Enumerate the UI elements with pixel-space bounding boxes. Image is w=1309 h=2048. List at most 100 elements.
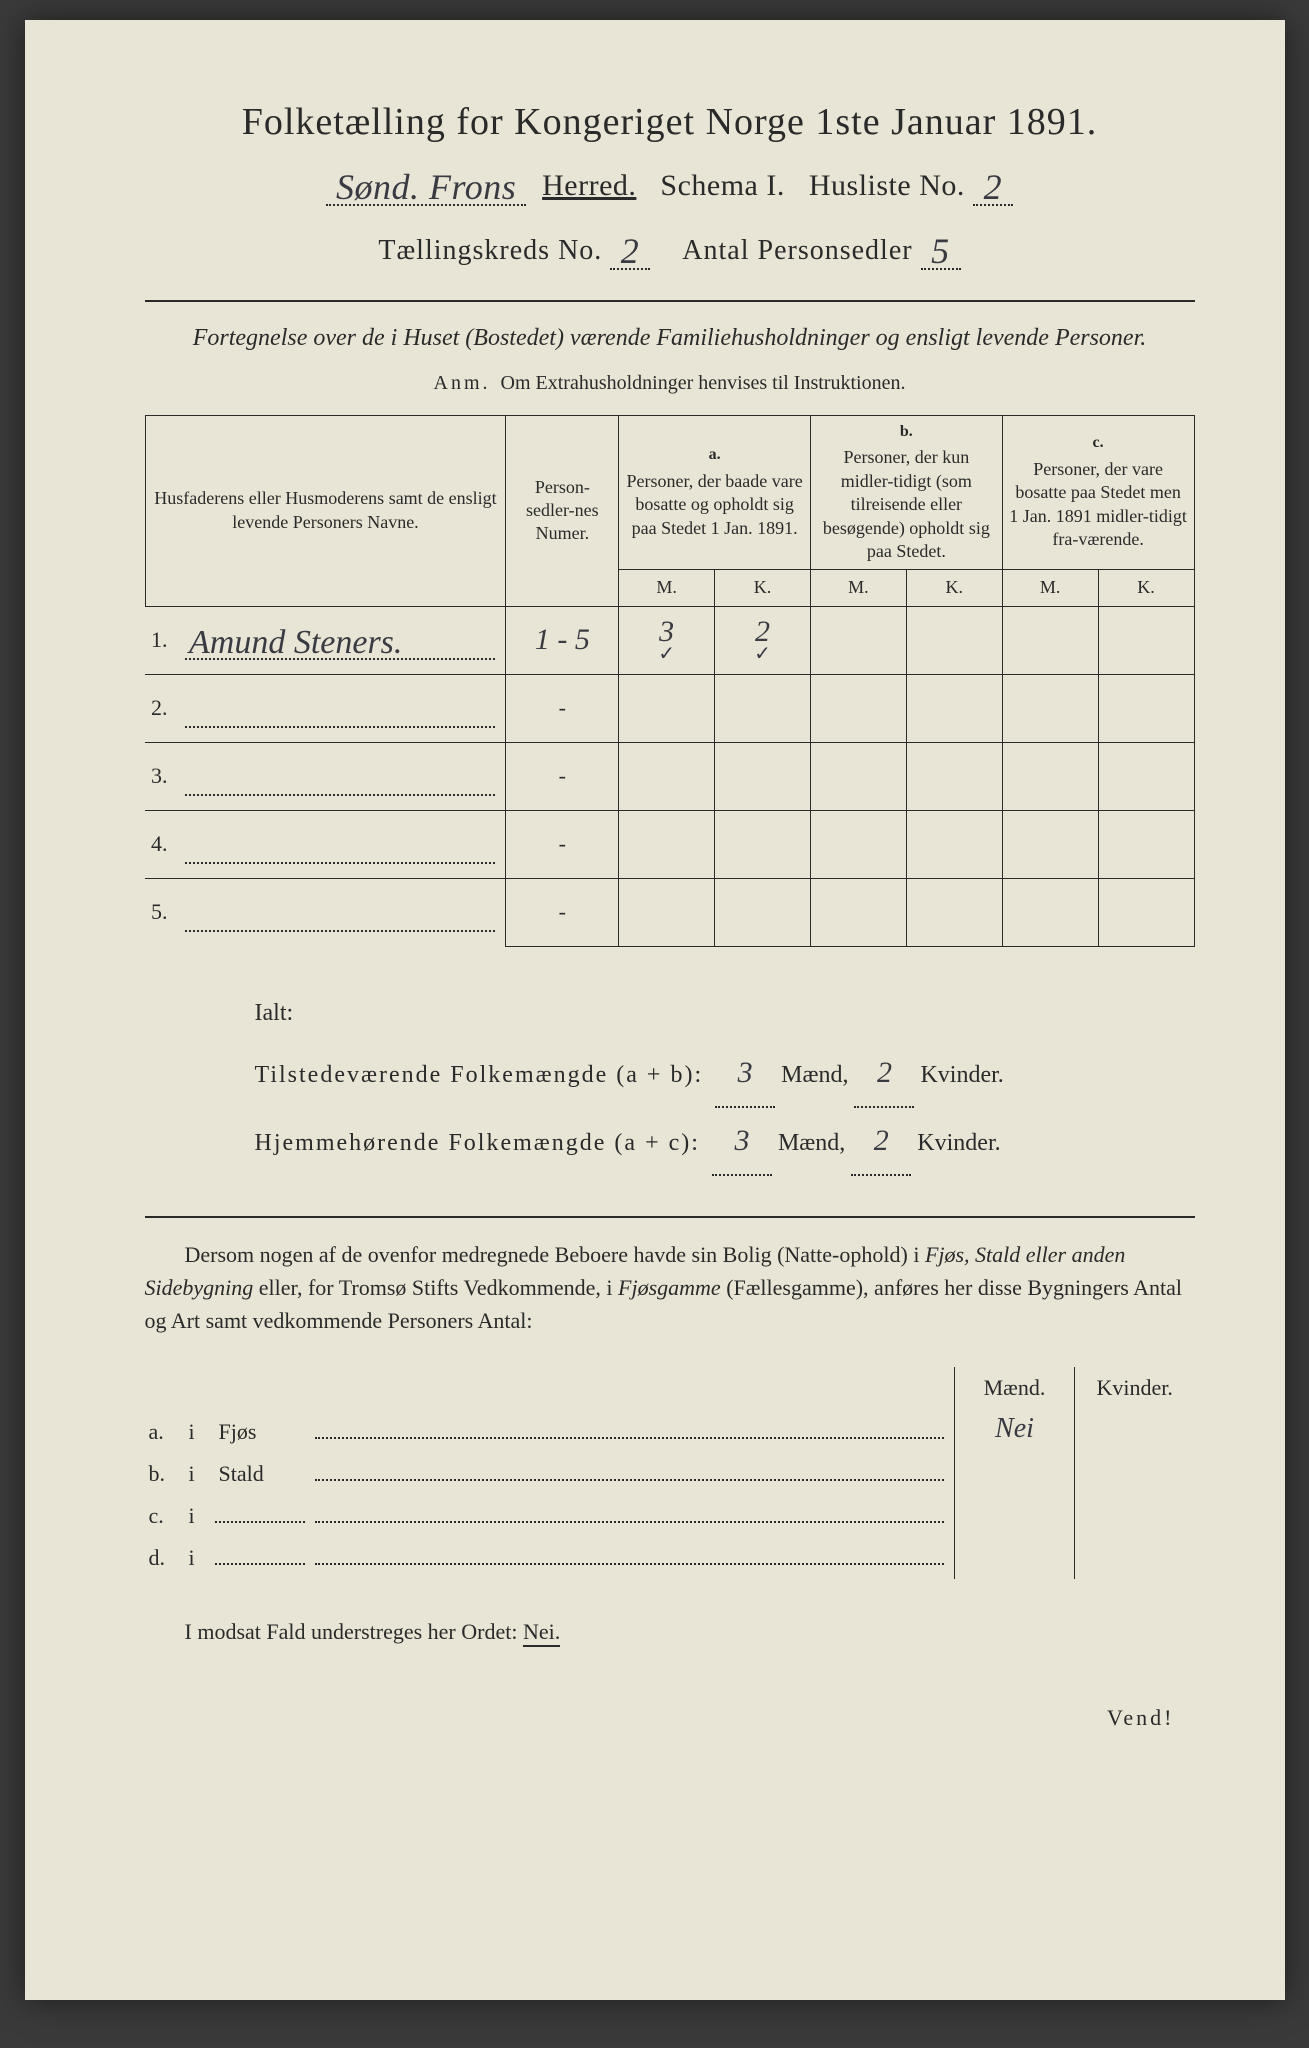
l2-m-field: 3 xyxy=(712,1108,772,1176)
antal-label: Antal Personsedler xyxy=(682,235,912,266)
husliste-no: 2 xyxy=(984,167,1003,207)
br-d-m xyxy=(955,1537,1075,1579)
antal-no-field: 5 xyxy=(921,226,961,270)
annotation-line: Anm. Om Extrahusholdninger henvises til … xyxy=(145,372,1195,395)
l2-k-field: 2 xyxy=(851,1108,911,1176)
br-a-m-hw: Nei xyxy=(995,1413,1034,1444)
bt-h-empty1 xyxy=(145,1367,185,1405)
herred-label: Herred. xyxy=(542,169,636,202)
row1-ck xyxy=(1098,606,1194,674)
br-b-label: b. xyxy=(145,1453,185,1495)
br-b-type: Stald xyxy=(215,1453,315,1495)
br-c-i: i xyxy=(185,1495,215,1537)
row5-ak xyxy=(715,878,811,946)
row4-bm xyxy=(810,810,906,878)
row1-cm xyxy=(1002,606,1098,674)
row5-bm xyxy=(810,878,906,946)
row3-bm xyxy=(810,742,906,810)
br-a-m: Nei xyxy=(955,1405,1075,1453)
building-row: b. i Stald xyxy=(145,1453,1195,1495)
col-b-header: b. Personer, der kun midler-tidigt (som … xyxy=(810,415,1002,570)
row5-name: 5. xyxy=(145,878,506,946)
row1-numer-hw: 1 - 5 xyxy=(535,623,590,656)
totals-line-1: Tilstedeværende Folkemængde (a + b): 3 M… xyxy=(255,1040,1195,1108)
col-c-header: c. Personer, der vare bosatte paa Stedet… xyxy=(1002,415,1194,570)
header-line-kreds: Tællingskreds No. 2 Antal Personsedler 5 xyxy=(145,226,1195,270)
row1-bk xyxy=(906,606,1002,674)
row2-numer-mark: - xyxy=(559,695,566,720)
col-c-text: Personer, der vare bosatte paa Stedet me… xyxy=(1009,459,1187,549)
schema-label: Schema I. xyxy=(660,169,784,202)
row5-ck xyxy=(1098,878,1194,946)
row5-cm xyxy=(1002,878,1098,946)
row5-num: 5. xyxy=(151,899,168,924)
row1-am: 3 ✓ xyxy=(619,606,715,674)
row4-bk xyxy=(906,810,1002,878)
row3-ak xyxy=(715,742,811,810)
row3-name: 3. xyxy=(145,742,506,810)
vend-label: Vend! xyxy=(145,1705,1195,1731)
l2-m-hw: 3 xyxy=(734,1124,749,1157)
husliste-no-field: 2 xyxy=(973,162,1013,206)
totals-line-2: Hjemmehørende Folkemængde (a + c): 3 Mæn… xyxy=(255,1108,1195,1176)
row4-name: 4. xyxy=(145,810,506,878)
anm-text: Om Extrahusholdninger henvises til Instr… xyxy=(501,372,906,394)
row5-bk xyxy=(906,878,1002,946)
bt-header-m: Mænd. xyxy=(955,1367,1075,1405)
tkreds-no: 2 xyxy=(621,231,640,271)
bt-h-empty4 xyxy=(315,1367,955,1405)
br-b-i: i xyxy=(185,1453,215,1495)
br-d-dots xyxy=(315,1537,955,1579)
row4-am xyxy=(619,810,715,878)
row1-num: 1. xyxy=(151,627,168,652)
buildings-section: Mænd. Kvinder. a. i Fjøs Nei b. i Stald … xyxy=(145,1367,1195,1579)
row3-bk xyxy=(906,742,1002,810)
br-c-m xyxy=(955,1495,1075,1537)
bt-h-empty3 xyxy=(215,1367,315,1405)
row1-name-hw: Amund Steners. xyxy=(189,624,402,662)
bt-h-empty2 xyxy=(185,1367,215,1405)
col-a-header: a. Personer, der baade vare bosatte og o… xyxy=(619,415,811,570)
br-d-k xyxy=(1075,1537,1195,1579)
maend-label-2: Mænd, xyxy=(778,1130,845,1156)
l1-m-field: 3 xyxy=(715,1040,775,1108)
row4-ck xyxy=(1098,810,1194,878)
row3-numer-mark: - xyxy=(559,763,566,788)
district-field: Sønd. Frons xyxy=(326,162,526,206)
row1-name: 1. Amund Steners. xyxy=(145,606,506,674)
building-row: a. i Fjøs Nei xyxy=(145,1405,1195,1453)
br-b-dots xyxy=(315,1453,955,1495)
br-a-type: Fjøs xyxy=(215,1405,315,1453)
col-name-header: Husfaderens eller Husmoderens samt de en… xyxy=(145,415,506,606)
row2-bm xyxy=(810,674,906,742)
bt-header-row: Mænd. Kvinder. xyxy=(145,1367,1195,1405)
col-b-m: M. xyxy=(810,570,906,606)
br-c-dots xyxy=(315,1495,955,1537)
maend-label-1: Mænd, xyxy=(781,1062,848,1088)
l1-k-field: 2 xyxy=(854,1040,914,1108)
row5-am xyxy=(619,878,715,946)
row3-am xyxy=(619,742,715,810)
ialt-label: Ialt: xyxy=(255,987,1195,1040)
row1-numer: 1 - 5 xyxy=(506,606,619,674)
row1-am-check: ✓ xyxy=(625,641,708,666)
col-a-text: Personer, der baade vare bosatte og opho… xyxy=(627,471,803,538)
form-subtitle: Fortegnelse over de i Huset (Bostedet) v… xyxy=(145,322,1195,356)
br-a-k xyxy=(1075,1405,1195,1453)
divider-1 xyxy=(145,300,1195,302)
final-nei: Nei. xyxy=(523,1619,560,1647)
row2-num: 2. xyxy=(151,695,168,720)
para-p1: Dersom nogen af de ovenfor medregnede Be… xyxy=(185,1242,925,1267)
building-row: d. i xyxy=(145,1537,1195,1579)
br-d-label: d. xyxy=(145,1537,185,1579)
para-m: eller, for Tromsø Stifts Vedkommende, i xyxy=(253,1275,618,1300)
row4-numer-mark: - xyxy=(559,831,566,856)
br-c-type xyxy=(215,1495,315,1537)
col-a-k: K. xyxy=(715,570,811,606)
row2-bk xyxy=(906,674,1002,742)
row1-bm xyxy=(810,606,906,674)
row2-ak xyxy=(715,674,811,742)
kvinder-label-2: Kvinder. xyxy=(917,1130,1000,1156)
l2-k-hw: 2 xyxy=(874,1124,889,1157)
para-i2: Fjøsgamme xyxy=(618,1275,721,1300)
